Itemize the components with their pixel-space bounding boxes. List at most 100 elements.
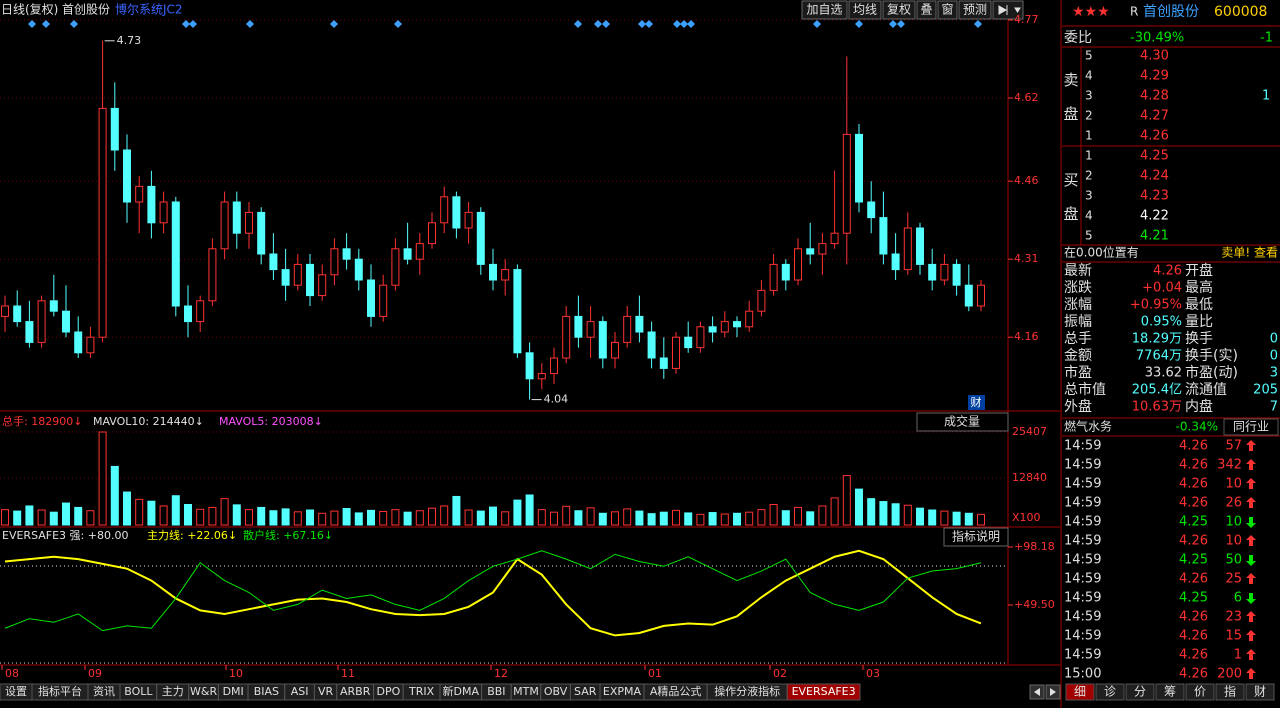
y-tick-label: 4.62 xyxy=(1014,91,1039,104)
candle-body xyxy=(525,352,534,380)
panel-button[interactable] xyxy=(943,527,1009,547)
level: 3 xyxy=(1085,89,1093,103)
volume-bar xyxy=(367,509,375,526)
candle-body xyxy=(208,248,217,302)
side-tab-label[interactable]: 分 xyxy=(1134,685,1146,699)
tab-label[interactable]: 主力 xyxy=(162,685,184,698)
tab-label[interactable]: 新DMA xyxy=(443,684,480,698)
candle-body xyxy=(367,279,375,317)
candle-body xyxy=(647,331,656,359)
volume-bar xyxy=(171,495,180,526)
tab-label[interactable]: MTM xyxy=(513,685,539,698)
toolbar-button-label[interactable]: 加自选 xyxy=(806,3,842,17)
side-tab[interactable] xyxy=(1125,683,1155,701)
toolbar-button[interactable] xyxy=(882,0,916,20)
stat-label: 最低 xyxy=(1185,297,1213,313)
tab-label[interactable]: TRIX xyxy=(408,685,435,698)
candle-body xyxy=(110,107,119,151)
volume-bar xyxy=(891,503,900,526)
stat-value: +0.04 xyxy=(1142,281,1182,296)
stat-label: 内盘 xyxy=(1185,398,1213,415)
tab-label[interactable]: 指标平台 xyxy=(38,684,82,698)
tab-label[interactable]: EVERSAFE3 xyxy=(792,685,856,698)
side-tab[interactable] xyxy=(1065,683,1095,701)
candle-body xyxy=(220,201,229,250)
stock-name: 首创股份 xyxy=(1143,4,1199,20)
tab-label[interactable]: EXPMA xyxy=(603,685,642,698)
sector-button[interactable] xyxy=(1223,418,1279,436)
tab-label[interactable]: SAR xyxy=(574,685,597,698)
tab-label[interactable]: ARBR xyxy=(340,685,371,698)
tab-label[interactable]: A精品公式 xyxy=(650,685,702,698)
panel-button-label[interactable]: 指标说明 xyxy=(952,529,1000,544)
indicator-header: 散户线: +67.16↓ xyxy=(243,528,333,542)
side-tab[interactable] xyxy=(1215,683,1245,701)
candle-body xyxy=(586,321,595,338)
tab-label[interactable]: BIAS xyxy=(254,685,279,698)
toolbar-button[interactable] xyxy=(937,0,958,20)
tab-label[interactable]: 资讯 xyxy=(93,685,115,698)
panel-button-label[interactable]: 成交量 xyxy=(944,414,980,429)
indicator-header: MAVOL5: 203008↓ xyxy=(219,415,323,428)
candle-body xyxy=(891,253,900,271)
toolbar-button[interactable] xyxy=(916,0,937,20)
price: 4.30 xyxy=(1140,49,1169,64)
y-tick-label: 4.77 xyxy=(1014,13,1039,26)
badge-label[interactable]: 财 xyxy=(971,395,982,409)
toolbar-button-label[interactable]: 预测 xyxy=(963,3,987,17)
side-tab-label[interactable]: 细 xyxy=(1074,685,1086,699)
side-tab-label[interactable]: 财 xyxy=(1254,685,1266,699)
volume-bar xyxy=(232,504,241,526)
volume-bar xyxy=(903,504,912,526)
tab[interactable] xyxy=(786,683,861,701)
volume-bar xyxy=(257,506,266,526)
tab-label[interactable]: BOLL xyxy=(124,685,153,698)
toolbar-button-label[interactable]: 窗 xyxy=(941,3,953,17)
side-tab-label[interactable]: 诊 xyxy=(1104,685,1116,699)
tab-label[interactable]: OBV xyxy=(544,685,568,698)
notice-link[interactable]: 卖单! 查看 xyxy=(1221,246,1278,260)
volume-bar xyxy=(281,508,290,526)
annotation: 4.04 xyxy=(544,393,569,406)
x-tick-label: 03 xyxy=(866,667,880,680)
side-tab[interactable] xyxy=(1155,683,1185,701)
tab-label[interactable]: DMI xyxy=(223,685,244,698)
level: 1 xyxy=(1085,129,1093,143)
side-tab[interactable] xyxy=(1245,683,1275,701)
candle-body xyxy=(708,326,717,333)
candle-body xyxy=(123,149,131,203)
volume-bar xyxy=(940,510,949,526)
side-tab-label[interactable]: 筹 xyxy=(1164,685,1176,699)
tick-time: 14:59 xyxy=(1064,591,1101,606)
tab-label[interactable]: 操作分液指标 xyxy=(714,684,780,698)
volume-bar xyxy=(208,506,217,526)
toolbar-button-label[interactable]: 叠 xyxy=(920,3,932,17)
y-tick-label: 4.31 xyxy=(1014,252,1039,265)
x-tick-label: 12 xyxy=(494,667,508,680)
price: 4.26 xyxy=(1140,129,1169,144)
tick-time: 14:59 xyxy=(1064,648,1101,663)
toolbar-button[interactable] xyxy=(992,0,1024,20)
tab-label[interactable]: VR xyxy=(318,685,334,698)
stat-label: 开盘 xyxy=(1185,262,1213,279)
panel-button[interactable] xyxy=(916,412,1009,432)
tab-label[interactable]: 设置 xyxy=(5,685,27,698)
candle-body xyxy=(818,243,827,255)
sector-button-label[interactable]: 同行业 xyxy=(1233,420,1269,434)
toolbar-button-label[interactable]: 复权 xyxy=(887,3,911,17)
tab-label[interactable]: W&R xyxy=(190,685,217,698)
toolbar-button[interactable] xyxy=(801,0,848,20)
side-tab[interactable] xyxy=(1095,683,1125,701)
tab-label[interactable]: BBI xyxy=(487,685,505,698)
side-label: 卖盘 xyxy=(1063,71,1078,123)
tab-label[interactable]: ASI xyxy=(291,685,309,698)
side-tab[interactable] xyxy=(1185,683,1215,701)
toolbar-button[interactable] xyxy=(848,0,882,20)
toolbar-button-label[interactable]: 均线 xyxy=(853,3,877,17)
toolbar-button[interactable] xyxy=(958,0,992,20)
tab-label[interactable]: DPO xyxy=(377,685,401,698)
side-tab-label[interactable]: 指 xyxy=(1224,684,1236,699)
candle-body xyxy=(562,315,571,359)
side-tab-label[interactable]: 价 xyxy=(1194,685,1206,699)
